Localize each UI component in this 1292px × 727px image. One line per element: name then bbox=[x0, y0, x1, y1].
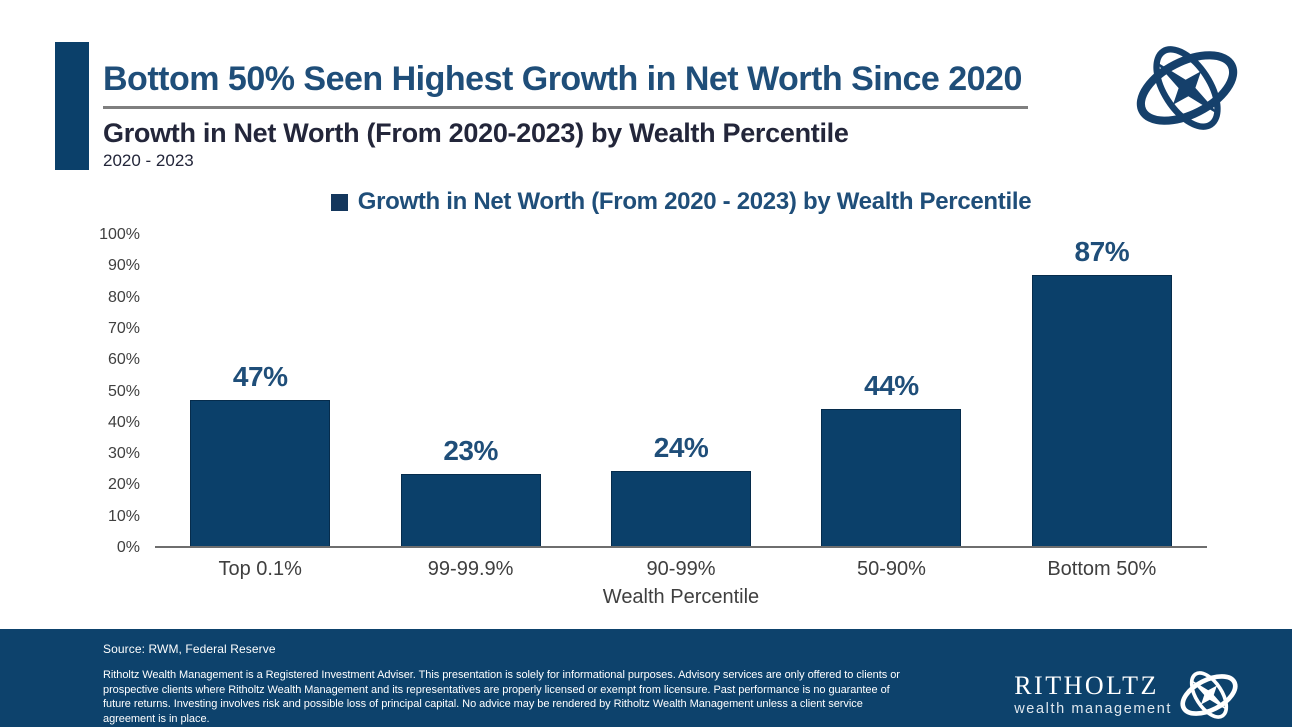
x-category-label: 99-99.9% bbox=[427, 558, 514, 580]
legend-label: Growth in Net Worth (From 2020 - 2023) b… bbox=[357, 188, 1032, 215]
x-labels-row: Top 0.1% 99-99.9% 90-99% 50-90% Bottom 50% bbox=[155, 558, 1207, 581]
y-tick-label: 10% bbox=[107, 507, 140, 525]
y-tick-label: 0% bbox=[116, 539, 140, 556]
bar-value-label: 24% bbox=[653, 432, 709, 464]
bar-column: 23% bbox=[365, 235, 575, 546]
brand-subtitle: wealth management bbox=[1014, 701, 1172, 717]
brand-text: RITHOLTZ wealth management bbox=[1014, 671, 1172, 718]
y-tick-label: 100% bbox=[99, 226, 140, 243]
y-tick-label: 20% bbox=[107, 476, 140, 494]
bar: 23% bbox=[400, 435, 541, 546]
y-axis: 100% 90% 80% 70% 60% 50% 40% 30% 20% 10% 0% bbox=[58, 226, 140, 556]
page-title: Bottom 50% Seen Highest Growth in Net Wo… bbox=[103, 60, 1028, 110]
bar-column: 47% bbox=[155, 235, 365, 546]
x-category-label: Bottom 50% bbox=[1047, 558, 1157, 580]
bar: 47% bbox=[190, 361, 331, 546]
y-tick-label: 90% bbox=[107, 257, 140, 275]
disclaimer-text: Ritholtz Wealth Management is a Register… bbox=[103, 669, 900, 726]
bar-value-label: 87% bbox=[1074, 236, 1130, 268]
x-category-label: 50-90% bbox=[856, 558, 926, 580]
y-tick-label: 60% bbox=[107, 351, 140, 369]
period-label: 2020 - 2023 bbox=[103, 151, 194, 171]
bar-value-label: 23% bbox=[443, 435, 498, 467]
legend-marker-icon bbox=[330, 193, 348, 211]
page-subtitle: Growth in Net Worth (From 2020-2023) by … bbox=[103, 118, 849, 149]
compass-logo-icon-white bbox=[1178, 663, 1240, 727]
bar: 44% bbox=[821, 370, 962, 546]
y-tick-label: 50% bbox=[107, 382, 140, 400]
title-accent-bar bbox=[55, 42, 89, 170]
y-tick-label: 30% bbox=[107, 445, 140, 463]
bar-column: 44% bbox=[786, 235, 996, 546]
x-category-label: 90-99% bbox=[646, 558, 716, 580]
footer-brand: RITHOLTZ wealth management bbox=[1014, 663, 1240, 727]
bar-value-label: 44% bbox=[864, 370, 919, 402]
plot-area: 47% 23% 24% 44% 87% bbox=[155, 235, 1207, 548]
bar: 24% bbox=[611, 432, 752, 546]
header: Bottom 50% Seen Highest Growth in Net Wo… bbox=[103, 60, 1028, 171]
bars-row: 47% 23% 24% 44% 87% bbox=[155, 235, 1207, 546]
x-category-label: Top 0.1% bbox=[218, 558, 302, 580]
y-tick-label: 40% bbox=[107, 413, 140, 431]
y-tick-label: 80% bbox=[107, 288, 140, 306]
bar-value-label: 47% bbox=[232, 360, 288, 392]
source-note: Source: RWM, Federal Reserve bbox=[103, 642, 276, 656]
chart-legend: Growth in Net Worth (From 2020 - 2023) b… bbox=[155, 188, 1207, 216]
footer: Source: RWM, Federal Reserve Ritholtz We… bbox=[0, 629, 1292, 727]
bar-column: 87% bbox=[997, 235, 1207, 546]
brand-name: RITHOLTZ bbox=[1014, 671, 1159, 700]
x-axis-title: Wealth Percentile bbox=[602, 586, 760, 608]
y-tick-label: 70% bbox=[107, 319, 140, 337]
compass-logo-icon bbox=[1120, 38, 1254, 138]
bar-column: 24% bbox=[576, 235, 786, 546]
bar: 87% bbox=[1031, 236, 1172, 546]
